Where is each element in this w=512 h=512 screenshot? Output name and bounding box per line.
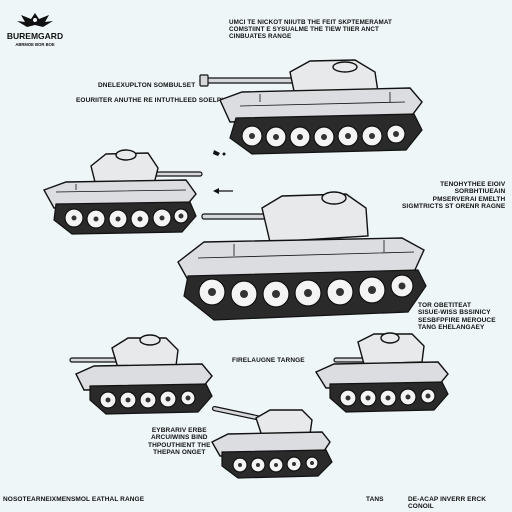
emblem-title: BUREMGARD: [7, 31, 63, 41]
tank-illustration: [69, 334, 213, 415]
tank-illustration: [177, 191, 427, 321]
tank-illustration: [211, 405, 333, 479]
caption-center-lower: FIRELAUGNE TARNGE: [232, 357, 305, 364]
tank-illustration: [314, 332, 449, 413]
eagle-emblem-icon: [17, 13, 53, 27]
caption-lower-left: EYBRARIV ERBE ARCUIWINS BIND THPOUTHIENT…: [148, 427, 211, 457]
direction-arrow-icon: [213, 188, 233, 194]
road-wheels: [232, 456, 319, 473]
caption-upper-left-title: DNELEXUPLTON SOMBULSET: [98, 82, 196, 89]
caption-top-center: UMCI TE NICKOT NIIUTB THE FEIT SKPTEMERA…: [229, 19, 392, 41]
road-wheels: [241, 124, 406, 148]
road-wheels: [198, 274, 414, 308]
tank-illustration: [42, 149, 203, 235]
road-wheels: [99, 390, 196, 409]
caption-right-mid: TENOHYTHEE EIOIV SORBHTIUEAIN PMSERVERAI…: [402, 181, 506, 211]
footer-right-caption: DE-ACAP INVERR ERCK CONOIL: [408, 496, 486, 511]
caption-right-lower: TOR OBETITEAT SISUE-WISS BSSINICY SESBFP…: [418, 302, 496, 332]
tank-illustration: [199, 59, 423, 155]
emblem-subtitle: ABRMOE BOR BOE: [15, 42, 55, 47]
road-wheels: [339, 388, 436, 407]
footer-mid-caption: TANS: [366, 496, 384, 503]
emblem-logo: BUREMGARD ABRMOE BOR BOE: [7, 13, 63, 47]
road-wheels: [64, 208, 189, 229]
caption-upper-left-sub: EOURIITER ANUTHE RE INTUTHLEED SOELPLDE: [76, 97, 235, 104]
footer-left-caption: NOSOTEARNEIXMENSMOL EATHAL RANGE: [3, 496, 145, 503]
marker-icon: [213, 150, 226, 156]
